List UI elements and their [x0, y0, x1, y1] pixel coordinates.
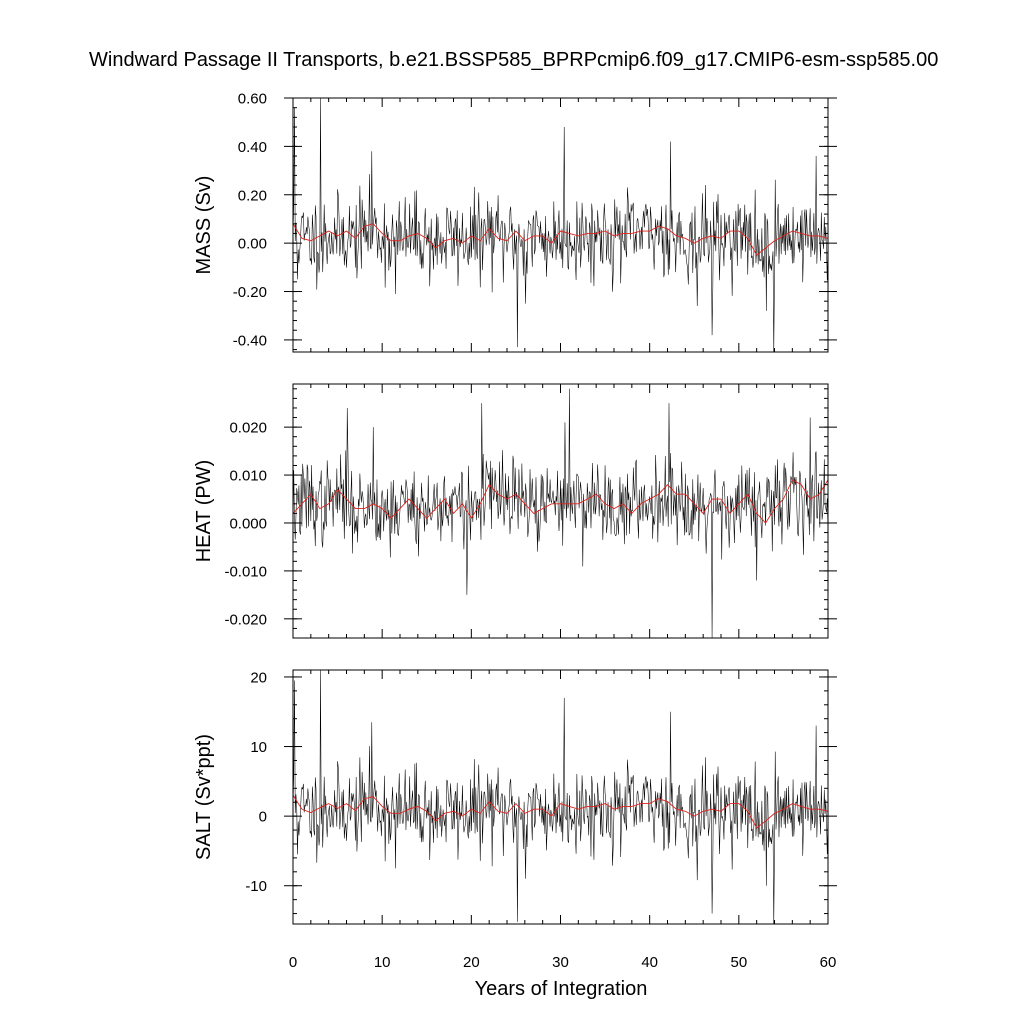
chart-title: Windward Passage II Transports, b.e21.BS… — [89, 49, 938, 71]
panel-frame — [292, 383, 829, 639]
x-axis-title: Years of Integration — [475, 978, 648, 1000]
monthly-series-line — [293, 98, 828, 352]
x-tick-label: 50 — [730, 954, 747, 971]
panel-1: 0.60 0.40 0.20 0.00 -0.20 -0.40 MASS (Sv) — [193, 91, 837, 353]
y-tick-label: 0.010 — [229, 468, 267, 485]
smoothed-series-line — [293, 479, 828, 524]
smoothed-series-line — [293, 223, 828, 256]
y-tick-label: 0.00 — [238, 236, 267, 253]
y-tick-label: 0.40 — [238, 139, 267, 156]
y-tick-label: -0.010 — [224, 563, 267, 580]
y-tick-label: -0.020 — [224, 611, 267, 628]
x-tick-label: 60 — [820, 954, 837, 971]
y-tick-label: 10 — [250, 739, 267, 756]
y-tick-label: -0.40 — [233, 332, 267, 349]
y-tick-label: 0.20 — [238, 187, 267, 204]
y-tick-label: 0.60 — [238, 91, 267, 108]
y-tick-label: -10 — [245, 878, 267, 895]
y-tick-label: 20 — [250, 669, 267, 686]
x-tick-label: 0 — [289, 954, 297, 971]
y-axis-title: HEAT (PW) — [193, 460, 215, 563]
x-tick-label: 20 — [463, 954, 480, 971]
y-axis-title: SALT (Sv*ppt) — [193, 734, 215, 860]
monthly-series-line — [293, 670, 828, 924]
x-tick-label: 30 — [552, 954, 569, 971]
monthly-series-line — [293, 388, 828, 638]
y-tick-label: 0 — [259, 809, 267, 826]
smoothed-series-line — [293, 795, 828, 829]
y-axis-title: MASS (Sv) — [193, 176, 215, 275]
panel-2: 0.020 0.010 0.000 -0.010 -0.020 HEAT (PW) — [193, 383, 837, 639]
y-tick-label: -0.20 — [233, 284, 267, 301]
y-tick-label: 0.000 — [229, 515, 267, 532]
panels-group: 0.60 0.40 0.20 0.00 -0.20 -0.40 MASS (Sv) 0.020… — [193, 91, 837, 971]
panel-3: 20 10 0 -10 SALT (Sv*ppt) — [193, 669, 837, 925]
y-tick-label: 0.020 — [229, 420, 267, 437]
x-tick-label: 40 — [641, 954, 658, 971]
x-tick-label: 10 — [374, 954, 391, 971]
